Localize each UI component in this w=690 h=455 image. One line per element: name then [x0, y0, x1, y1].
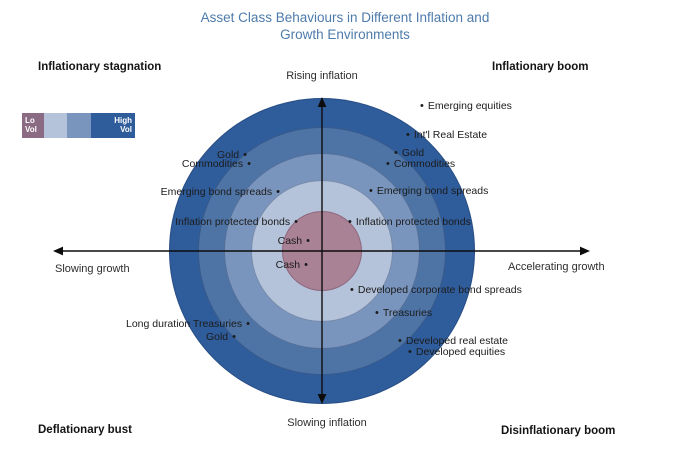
bullet-icon: • [348, 215, 352, 228]
data-point: Inflation protected bonds • [175, 216, 298, 228]
axis-label-slowing-growth: Slowing growth [55, 263, 130, 275]
bullet-icon: • [398, 334, 402, 347]
data-point-label: Gold [401, 147, 425, 159]
axis-label-slowing-inflation: Slowing inflation [287, 417, 367, 429]
bullet-icon: • [420, 99, 424, 112]
quadrant-label-inflationary-boom: Inflationary boom [492, 61, 589, 73]
quadrant-label-disinflationary-boom: Disinflationary boom [501, 425, 616, 437]
legend-segment [44, 113, 67, 138]
quadrant-label-deflationary-bust: Deflationary bust [38, 424, 132, 436]
bullet-icon: • [247, 157, 251, 170]
data-point-label: Developed real estate [405, 335, 509, 347]
data-point: Gold • [206, 331, 236, 343]
data-point: Long duration Treasuries • [126, 318, 250, 330]
chart-title-line1: Asset Class Behaviours in Different Infl… [200, 10, 490, 25]
chart-title-line2: Growth Environments [280, 26, 410, 42]
bullet-icon: • [306, 234, 310, 247]
data-point-label: Developed equities [415, 346, 506, 358]
data-point: Cash • [276, 259, 308, 271]
data-point-label: Emerging bond spreads [376, 185, 489, 197]
data-point: Commodities • [182, 158, 251, 170]
legend-segment: Lo Vol [22, 113, 44, 138]
legend: Lo Vol High Vol [22, 113, 135, 138]
bullet-icon: • [232, 330, 236, 343]
data-point-label: Treasuries [382, 307, 433, 319]
data-point-label: Gold [205, 331, 229, 343]
data-point-label: Gold [216, 149, 240, 161]
axis-label-rising-inflation: Rising inflation [286, 70, 358, 82]
data-point: • Developed corporate bond spreads [350, 284, 522, 296]
quadrant-label-inflationary-stagnation: Inflationary stagnation [38, 61, 162, 73]
bullet-icon: • [276, 185, 280, 198]
data-point: • Inflation protected bonds [348, 216, 471, 228]
data-point-label: Inflation protected bonds [355, 216, 471, 228]
data-point-label: Cash [277, 235, 303, 247]
data-point: • Developed equities [408, 346, 505, 358]
bullet-icon: • [394, 146, 398, 159]
legend-segment [67, 113, 91, 138]
data-point-label: Cash [275, 259, 301, 271]
bullet-icon: • [246, 317, 250, 330]
bullet-icon: • [243, 148, 247, 161]
data-point: • Emerging bond spreads [369, 185, 488, 197]
data-point-label: Commodities [181, 158, 244, 170]
axis-label-accelerating-growth: Accelerating growth [508, 261, 605, 273]
data-point-label: Inflation protected bonds [175, 216, 291, 228]
data-point: • Commodities [386, 158, 455, 170]
data-point-label: Emerging equities [427, 100, 512, 112]
bullet-icon: • [386, 157, 390, 170]
data-point: • Emerging equities [420, 100, 512, 112]
bullet-icon: • [375, 306, 379, 319]
bullet-icon: • [350, 283, 354, 296]
bullet-icon: • [369, 184, 373, 197]
data-point-label: Commodities [393, 158, 456, 170]
data-point-label: Developed corporate bond spreads [357, 284, 522, 296]
bullet-icon: • [408, 345, 412, 358]
data-point: Cash • [278, 235, 310, 247]
data-point-label: Int'l Real Estate [413, 129, 488, 141]
data-point-label: Long duration Treasuries [125, 318, 243, 330]
bullet-icon: • [294, 215, 298, 228]
bullet-icon: • [304, 258, 308, 271]
data-point: • Gold [394, 147, 424, 159]
chart-title: Asset Class Behaviours in Different Infl… [0, 10, 690, 43]
data-point: • Developed real estate [398, 335, 508, 347]
data-point: • Int'l Real Estate [406, 129, 487, 141]
data-point-label: Emerging bond spreads [160, 186, 273, 198]
data-point: Gold • [217, 149, 247, 161]
legend-segment: High Vol [91, 113, 135, 138]
data-point: • Treasuries [375, 307, 432, 319]
data-point: Emerging bond spreads • [161, 186, 280, 198]
bullet-icon: • [406, 128, 410, 141]
